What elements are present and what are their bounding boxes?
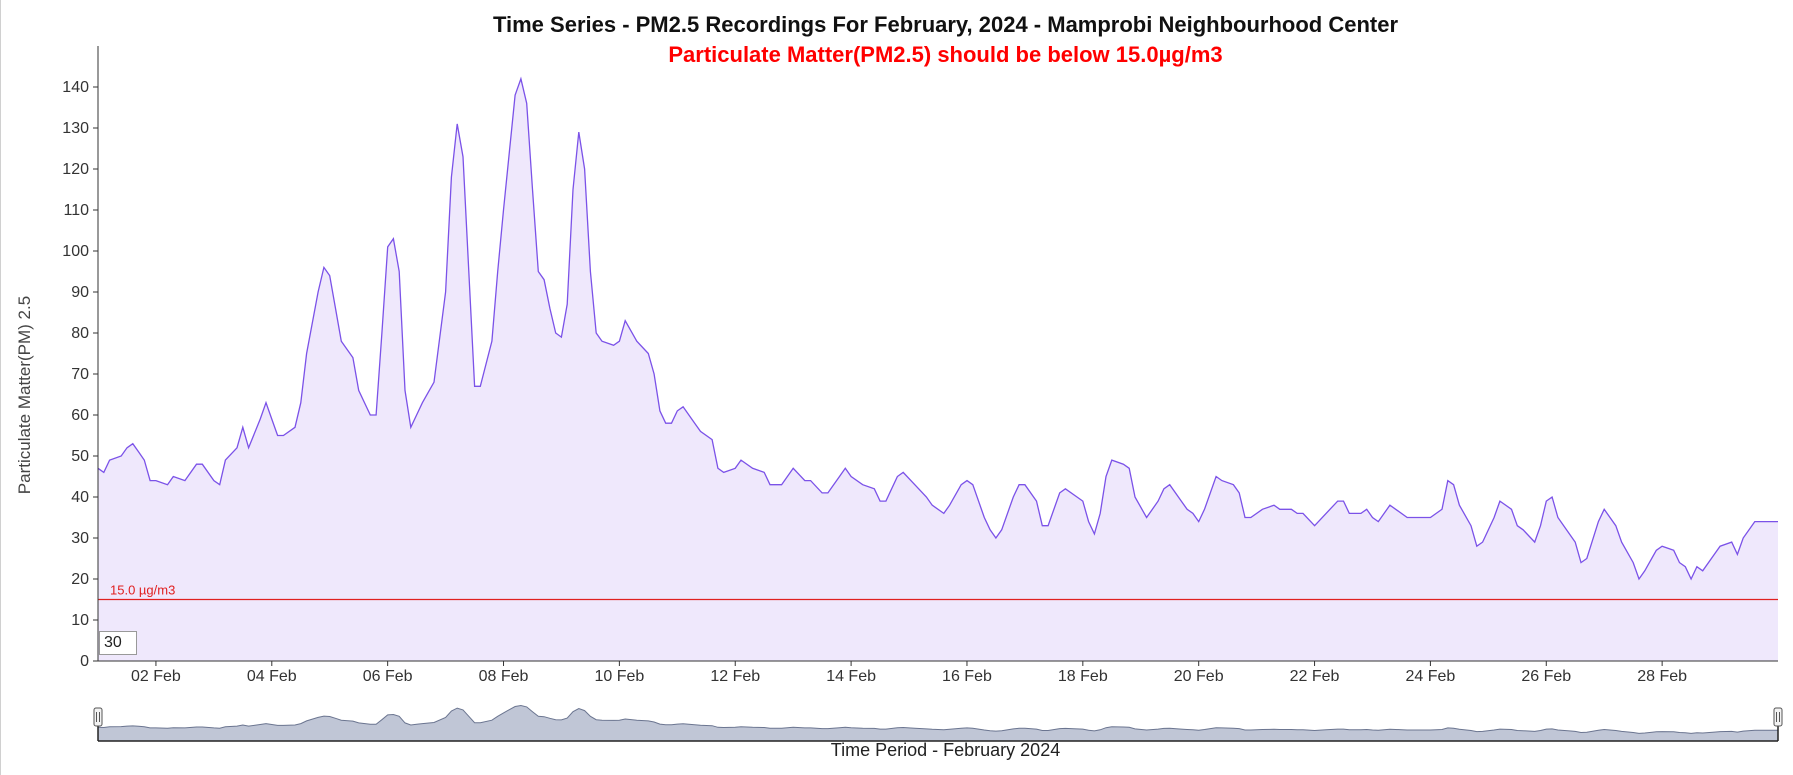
y-tick-label: 20 <box>71 571 89 588</box>
navigator-line <box>97 704 1778 734</box>
y-tick-label: 10 <box>71 612 89 629</box>
area-layer <box>97 76 1778 662</box>
threshold-layer: 15.0 µg/m3 <box>98 583 1778 601</box>
x-tick-label: 04 Feb <box>247 668 297 685</box>
chart-title: Time Series - PM2.5 Recordings For Febru… <box>492 12 1399 37</box>
x-axis-label: Time Period - February 2024 <box>830 740 1061 760</box>
x-tick-label: 08 Feb <box>479 668 529 685</box>
navigator-left-handle[interactable] <box>93 707 103 727</box>
x-tick-label: 20 Feb <box>1174 668 1224 685</box>
x-tick-label: 18 Feb <box>1058 668 1108 685</box>
x-tick-label: 26 Feb <box>1521 668 1571 685</box>
y-tick-label: 80 <box>71 325 89 342</box>
x-tick-label: 12 Feb <box>710 668 760 685</box>
x-tick-label: 02 Feb <box>131 668 181 685</box>
y-tick-label: 90 <box>71 284 89 301</box>
y-tick-label: 130 <box>62 120 89 137</box>
zoom-level-input[interactable]: 30 <box>99 631 137 655</box>
navigator-area <box>98 705 1778 741</box>
x-tick-label: 06 Feb <box>363 668 413 685</box>
y-tick-label: 120 <box>62 161 89 178</box>
y-tick-label: 50 <box>71 448 89 465</box>
y-tick-label: 40 <box>71 489 89 506</box>
y-tick-label: 60 <box>71 407 89 424</box>
y-tick-label: 0 <box>80 653 89 670</box>
chart-subtitle: Particulate Matter(PM2.5) should be belo… <box>668 42 1223 67</box>
threshold-label: 15.0 µg/m3 <box>110 583 175 598</box>
x-tick-label: 10 Feb <box>594 668 644 685</box>
x-tick-label: 16 Feb <box>942 668 992 685</box>
series-line <box>97 76 1778 581</box>
y-tick-label: 140 <box>62 79 89 96</box>
y-tick-label: 100 <box>62 243 89 260</box>
series-area-fill <box>98 78 1778 662</box>
x-tick-label: 28 Feb <box>1637 668 1687 685</box>
range-navigator[interactable] <box>93 704 1783 742</box>
x-tick-label: 24 Feb <box>1406 668 1456 685</box>
y-tick-label: 30 <box>71 530 89 547</box>
x-tick-label: 14 Feb <box>826 668 876 685</box>
axes-layer: 0 10 20 30 40 50 60 70 80 90 100 110 120 130 140 02 Feb… <box>62 46 1778 685</box>
navigator-right-handle[interactable] <box>1773 707 1783 727</box>
y-tick-label: 70 <box>71 366 89 383</box>
y-tick-label: 110 <box>63 202 89 219</box>
x-tick-label: 22 Feb <box>1290 668 1340 685</box>
